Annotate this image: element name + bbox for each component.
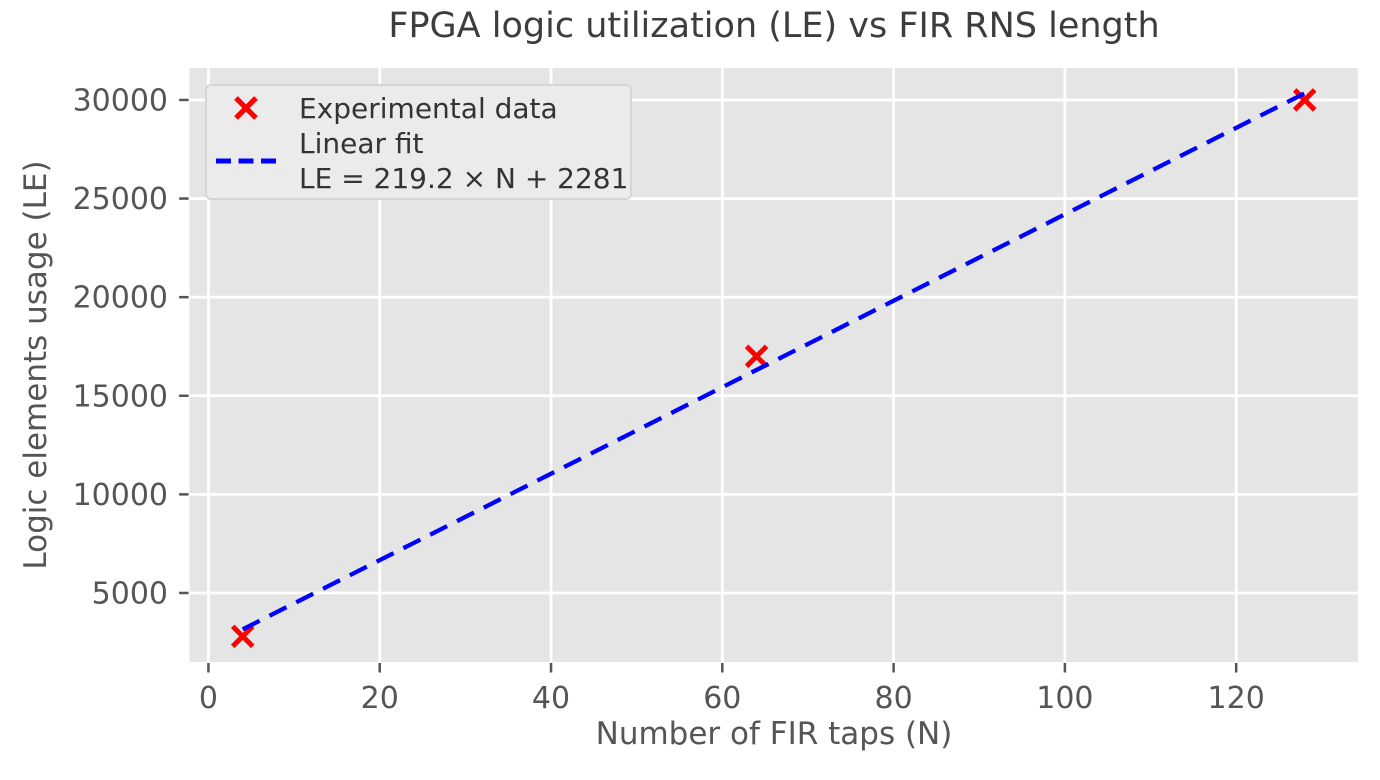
x-tick-label: 40 [532, 681, 570, 716]
legend-label-linear-fit-line2: LE = 219.2 × N + 2281 [299, 162, 629, 195]
legend-item-experimental: Experimental data [213, 90, 620, 126]
data-point-marker [744, 344, 769, 369]
legend-label-linear-fit: Linear fit LE = 219.2 × N + 2281 [299, 126, 628, 196]
dashed-line-icon [213, 157, 279, 165]
x-tick-label: 120 [1208, 681, 1265, 716]
legend-label-linear-fit-line1: Linear fit [299, 127, 424, 160]
x-marker-icon [213, 95, 279, 121]
y-tick-label: 20000 [73, 281, 168, 316]
data-point-marker [1292, 88, 1317, 112]
y-tick-label: 10000 [73, 478, 168, 513]
y-axis-label: Logic elements usage (LE) [18, 160, 54, 570]
chart-title: FPGA logic utilization (LE) vs FIR RNS l… [388, 6, 1160, 46]
y-tick-label: 15000 [73, 379, 168, 414]
x-tick-label: 80 [875, 681, 913, 716]
data-point-marker [230, 624, 255, 649]
x-tick-label: 0 [199, 681, 218, 716]
y-tick-label: 30000 [73, 83, 168, 118]
legend-label-experimental: Experimental data [299, 91, 558, 125]
legend-item-linear-fit: Linear fit LE = 219.2 × N + 2281 [213, 126, 628, 196]
x-tick-label: 60 [703, 681, 741, 716]
y-tick-label: 5000 [92, 576, 168, 611]
linear-fit-line [241, 91, 1306, 632]
y-tick-label: 25000 [73, 182, 168, 217]
x-tick-label: 20 [361, 681, 399, 716]
x-tick-label: 100 [1036, 681, 1093, 716]
legend: Experimental data Linear fit LE = 219.2 … [205, 84, 632, 200]
x-axis-label: Number of FIR taps (N) [595, 716, 953, 752]
